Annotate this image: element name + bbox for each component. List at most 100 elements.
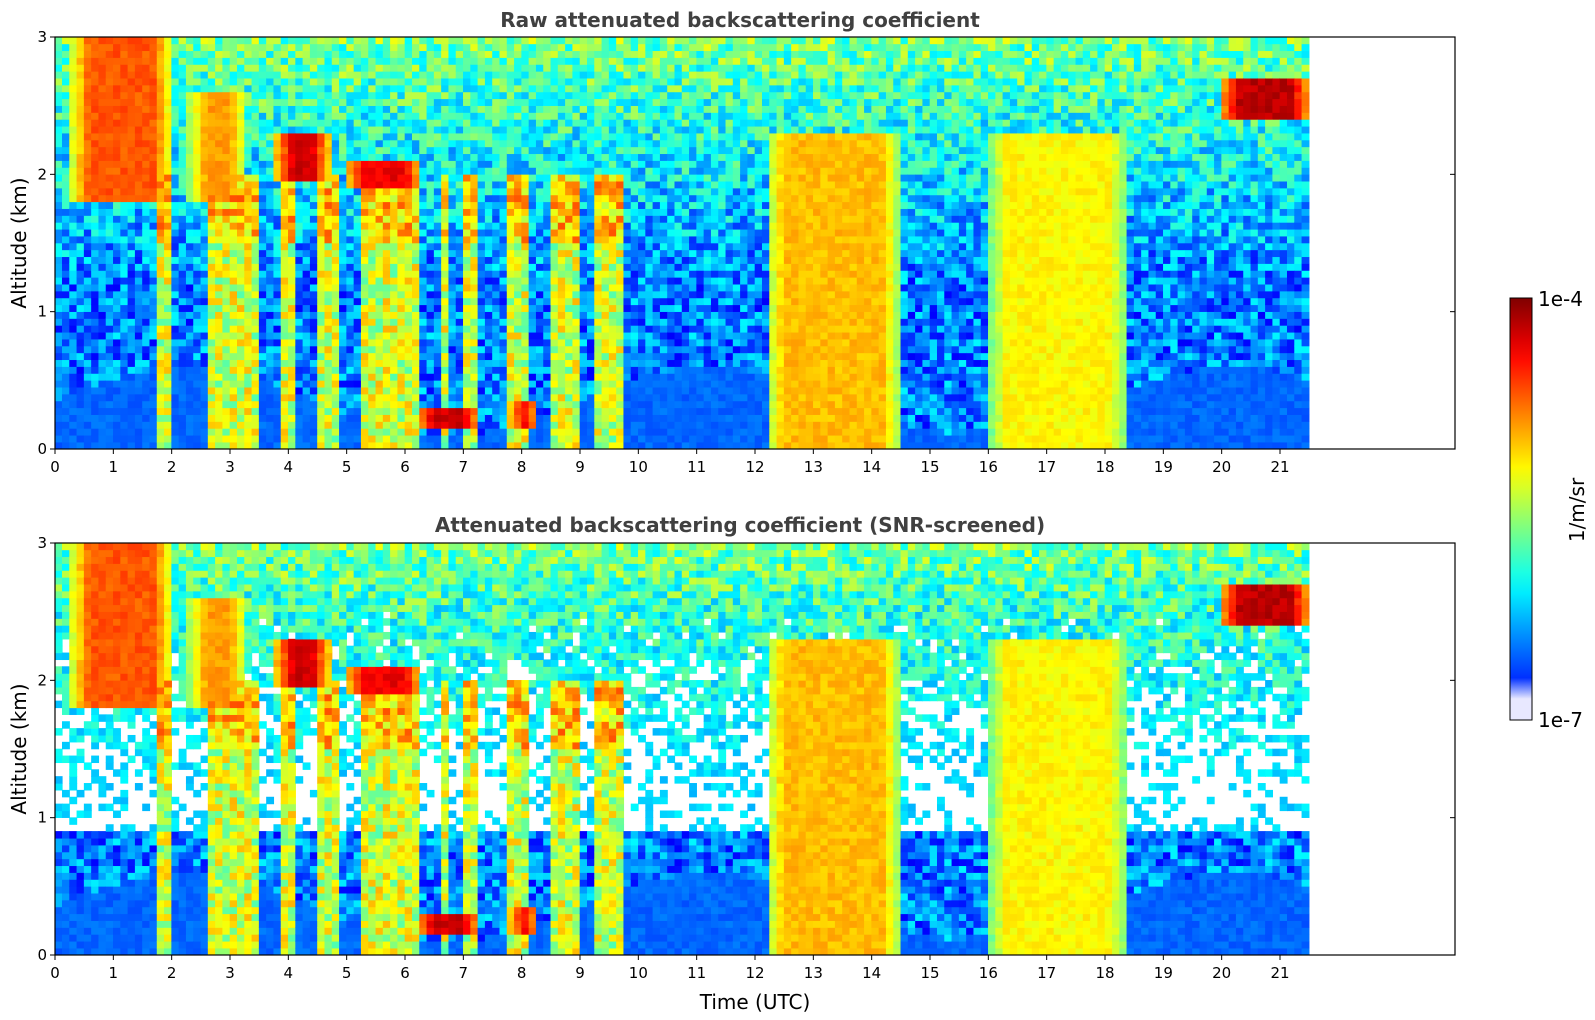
heatmap-cell [623,386,632,395]
heatmap-cell [134,373,143,381]
heatmap-cell [273,91,282,100]
heatmap-cell [69,242,78,251]
heatmap-cell [521,153,530,161]
heatmap-cell [375,228,384,237]
heatmap-cell [535,359,544,367]
heatmap-cell [565,105,574,113]
heatmap-cell [193,304,202,312]
heatmap-cell [550,228,559,237]
heatmap-cell [171,297,180,306]
heatmap-cell [76,380,85,388]
heatmap-cell [594,174,603,182]
heatmap-cell [368,256,377,264]
heatmap-cell [550,208,559,216]
heatmap-cell [61,194,70,203]
heatmap-cell [215,91,224,100]
heatmap-cell [273,37,282,45]
heatmap-cell [382,194,391,203]
heatmap-cell [76,400,85,409]
heatmap-cell [142,235,151,244]
heatmap-cell [659,345,668,354]
heatmap-cell [331,57,340,65]
heatmap-cell [200,325,209,333]
heatmap-cell [331,98,340,106]
heatmap-cell [142,57,151,65]
heatmap-cell [586,167,595,175]
heatmap-cell [331,249,340,258]
heatmap-cell [608,77,617,86]
heatmap-cell [134,98,143,106]
heatmap-cell [222,119,231,127]
heatmap-cell [236,421,245,429]
heatmap-cell [448,43,457,52]
heatmap-cell [178,222,187,230]
heatmap-cell [171,359,180,367]
heatmap-cell [61,208,70,216]
heatmap-cell [535,428,544,436]
heatmap-cell [470,98,479,106]
heatmap-cell [484,366,493,374]
heatmap-cell [535,235,544,244]
heatmap-cell [156,304,165,312]
heatmap-cell [83,139,92,148]
heatmap-cell [601,325,610,333]
heatmap-cell [258,304,267,312]
heatmap-cell [426,208,435,216]
heatmap-cell [193,311,202,319]
heatmap-cell [586,84,595,93]
heatmap-cell [185,57,194,65]
heatmap-cell [91,393,100,402]
heatmap-cell [448,167,457,175]
heatmap-cell [76,146,85,155]
heatmap-cell [353,71,362,79]
heatmap-cell [83,43,92,52]
heatmap-cell [455,119,464,127]
heatmap-cell [76,311,85,319]
heatmap-cell [586,50,595,58]
heatmap-cell [295,235,304,244]
heatmap-cell [448,222,457,230]
heatmap-cell [448,325,457,333]
heatmap-cell [200,249,209,258]
heatmap-cell [601,441,610,449]
heatmap-cell [448,386,457,395]
heatmap-cell [543,290,552,299]
heatmap-cell [492,352,501,361]
heatmap-cell [113,167,121,175]
heatmap-cell [229,270,238,278]
heatmap-cell [499,105,508,113]
heatmap-cell [579,91,588,100]
heatmap-cell [463,187,471,196]
heatmap-cell [207,112,216,120]
heatmap-cell [579,270,588,278]
heatmap-cell [200,57,209,65]
heatmap-cell [652,421,661,429]
heatmap-cell [193,380,202,388]
heatmap-cell [273,194,282,203]
heatmap-cell [390,139,399,148]
heatmap-cell [69,43,78,52]
heatmap-cell [266,421,275,429]
heatmap-cell [317,112,326,120]
heatmap-cell [273,331,282,340]
heatmap-cell [266,235,275,244]
heatmap-cell [178,421,187,429]
heatmap-cell [229,160,238,168]
heatmap-cell [229,290,238,299]
heatmap-cell [339,263,347,271]
heatmap-cell [215,242,224,251]
heatmap-cell [353,345,362,354]
heatmap-cell [156,263,165,271]
heatmap-cell [280,50,289,58]
heatmap-cell [521,50,530,58]
heatmap-cell [433,338,442,347]
heatmap-cell [390,125,399,134]
heatmap-cell [535,71,544,79]
heatmap-cell [630,153,639,161]
heatmap-cell [608,338,617,347]
heatmap-cell [411,119,420,127]
heatmap-cell [134,222,143,230]
heatmap-cell [616,98,625,106]
heatmap-cell [193,270,202,278]
heatmap-cell [317,414,326,422]
